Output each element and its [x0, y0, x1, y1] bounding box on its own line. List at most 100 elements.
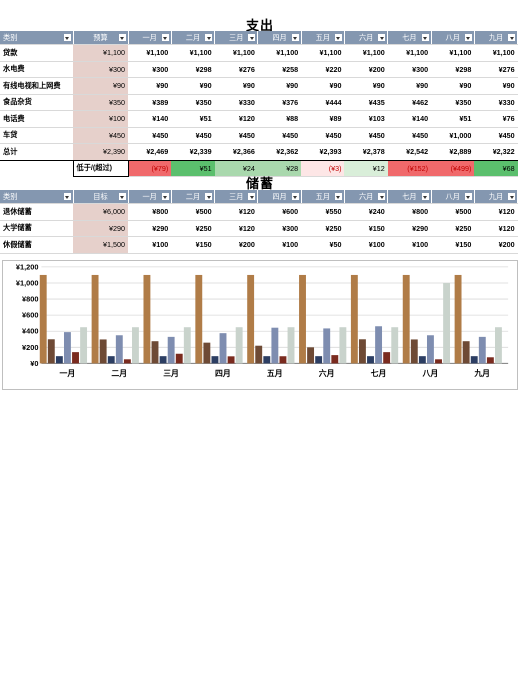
- filter-dropdown-icon[interactable]: [160, 192, 170, 201]
- bar: [159, 356, 167, 364]
- filter-dropdown-icon[interactable]: [463, 33, 473, 42]
- column-header[interactable]: 七月: [387, 190, 432, 204]
- savings-header-row: 类别 目标 一月 二月 三月 四月 五月 六月 七月 八月 九月: [0, 190, 519, 204]
- filter-dropdown-icon[interactable]: [62, 192, 72, 201]
- column-header[interactable]: 类别: [0, 190, 74, 204]
- budget-cell: ¥6,000: [73, 203, 128, 221]
- value-cell: ¥51: [171, 110, 215, 128]
- filter-dropdown-icon[interactable]: [420, 192, 430, 201]
- filter-dropdown-icon[interactable]: [333, 33, 343, 42]
- value-cell: ¥90: [301, 77, 345, 95]
- value-cell: ¥200: [214, 236, 258, 254]
- column-header[interactable]: 一月: [128, 190, 172, 204]
- bar: [211, 356, 219, 364]
- total-cell: ¥2,378: [344, 143, 388, 161]
- value-cell: ¥330: [214, 94, 258, 111]
- bar: [227, 356, 235, 364]
- column-header[interactable]: 五月: [301, 31, 345, 45]
- row-label: 食品杂货: [0, 94, 73, 111]
- x-tick-label: 七月: [371, 368, 387, 378]
- value-cell: ¥450: [171, 127, 215, 144]
- filter-dropdown-icon[interactable]: [247, 192, 257, 201]
- filter-dropdown-icon[interactable]: [377, 33, 387, 42]
- column-header[interactable]: 九月: [474, 190, 519, 204]
- filter-dropdown-icon[interactable]: [204, 192, 214, 201]
- filter-dropdown-icon[interactable]: [463, 192, 473, 201]
- bar: [195, 274, 203, 364]
- filter-dropdown-icon[interactable]: [117, 192, 127, 201]
- column-header[interactable]: 六月: [344, 31, 389, 45]
- savings-title: 储蓄: [245, 176, 274, 191]
- column-header[interactable]: 二月: [171, 190, 216, 204]
- expense-title: 支出: [245, 18, 274, 33]
- filter-dropdown-icon[interactable]: [333, 192, 343, 201]
- table-row: 电话费 ¥100 ¥140 ¥51 ¥120 ¥88 ¥89 ¥103 ¥140 ¥51 ¥76: [0, 110, 518, 128]
- filter-dropdown-icon[interactable]: [247, 33, 257, 42]
- column-header-label: 三月: [229, 191, 244, 201]
- bar: [350, 274, 358, 364]
- value-cell: ¥500: [431, 203, 475, 221]
- value-cell: ¥250: [431, 220, 475, 237]
- table-row: 大学储蓄 ¥290 ¥290 ¥250 ¥120 ¥300 ¥250 ¥150 ¥290 ¥250…: [0, 220, 518, 237]
- value-cell: ¥76: [474, 110, 518, 128]
- filter-dropdown-icon[interactable]: [507, 33, 517, 42]
- bar: [263, 356, 271, 364]
- column-header[interactable]: 四月: [257, 190, 302, 204]
- filter-dropdown-icon[interactable]: [160, 33, 170, 42]
- filter-dropdown-icon[interactable]: [62, 33, 72, 42]
- table-row: 车贷 ¥450 ¥450 ¥450 ¥450 ¥450 ¥450 ¥450 ¥450 ¥1,000…: [0, 127, 518, 144]
- value-cell: ¥90: [474, 77, 518, 95]
- total-label: 总计: [0, 143, 73, 161]
- column-header[interactable]: 二月: [171, 31, 216, 45]
- over-under-cell: (¥499): [431, 160, 475, 177]
- filter-dropdown-icon[interactable]: [507, 192, 517, 201]
- value-cell: ¥435: [344, 94, 388, 111]
- column-header-label: 预算: [93, 32, 108, 42]
- column-header[interactable]: 目标: [73, 190, 129, 204]
- bar: [410, 339, 418, 364]
- column-header[interactable]: 六月: [344, 190, 389, 204]
- column-header[interactable]: 类别: [0, 31, 74, 45]
- row-label: 休假储蓄: [0, 236, 73, 254]
- column-header[interactable]: 预算: [73, 31, 129, 45]
- column-header-label: 六月: [358, 32, 374, 42]
- value-cell: ¥1,000: [431, 127, 475, 144]
- x-tick-label: 一月: [59, 369, 75, 378]
- value-cell: ¥150: [344, 220, 388, 237]
- bar: [183, 327, 191, 364]
- filter-dropdown-icon[interactable]: [420, 33, 430, 42]
- filter-dropdown-icon[interactable]: [290, 192, 300, 201]
- value-cell: ¥350: [431, 94, 475, 111]
- filter-dropdown-icon[interactable]: [377, 192, 387, 201]
- filter-dropdown-icon[interactable]: [204, 33, 214, 42]
- filter-dropdown-icon[interactable]: [290, 33, 300, 42]
- over-under-cell: ¥24: [214, 160, 258, 177]
- x-tick-label: 九月: [473, 368, 490, 378]
- value-cell: ¥450: [128, 127, 172, 144]
- value-cell: ¥120: [214, 110, 258, 128]
- column-header[interactable]: 七月: [387, 31, 432, 45]
- column-header[interactable]: 一月: [128, 31, 172, 45]
- column-header[interactable]: 三月: [214, 190, 259, 204]
- column-header[interactable]: 三月: [214, 31, 259, 45]
- bar: [435, 359, 442, 364]
- budget-cell: ¥450: [73, 127, 128, 144]
- column-header[interactable]: 四月: [257, 31, 302, 45]
- value-cell: ¥90: [214, 77, 258, 95]
- column-header[interactable]: 八月: [431, 31, 475, 45]
- bar: [367, 356, 374, 364]
- value-cell: ¥140: [128, 110, 172, 128]
- bar: [339, 327, 347, 364]
- y-tick-label: ¥0: [30, 359, 38, 368]
- bar: [279, 356, 287, 364]
- bar: [63, 332, 71, 364]
- y-tick-label: ¥1,000: [16, 278, 39, 287]
- column-header[interactable]: 五月: [301, 190, 345, 204]
- column-header-label: 八月: [445, 191, 460, 201]
- column-header[interactable]: 八月: [431, 190, 475, 204]
- value-cell: ¥90: [387, 77, 432, 95]
- row-label: 车贷: [0, 127, 73, 144]
- filter-dropdown-icon[interactable]: [117, 33, 127, 42]
- column-header[interactable]: 九月: [474, 31, 519, 45]
- column-header-label: 目标: [93, 191, 108, 201]
